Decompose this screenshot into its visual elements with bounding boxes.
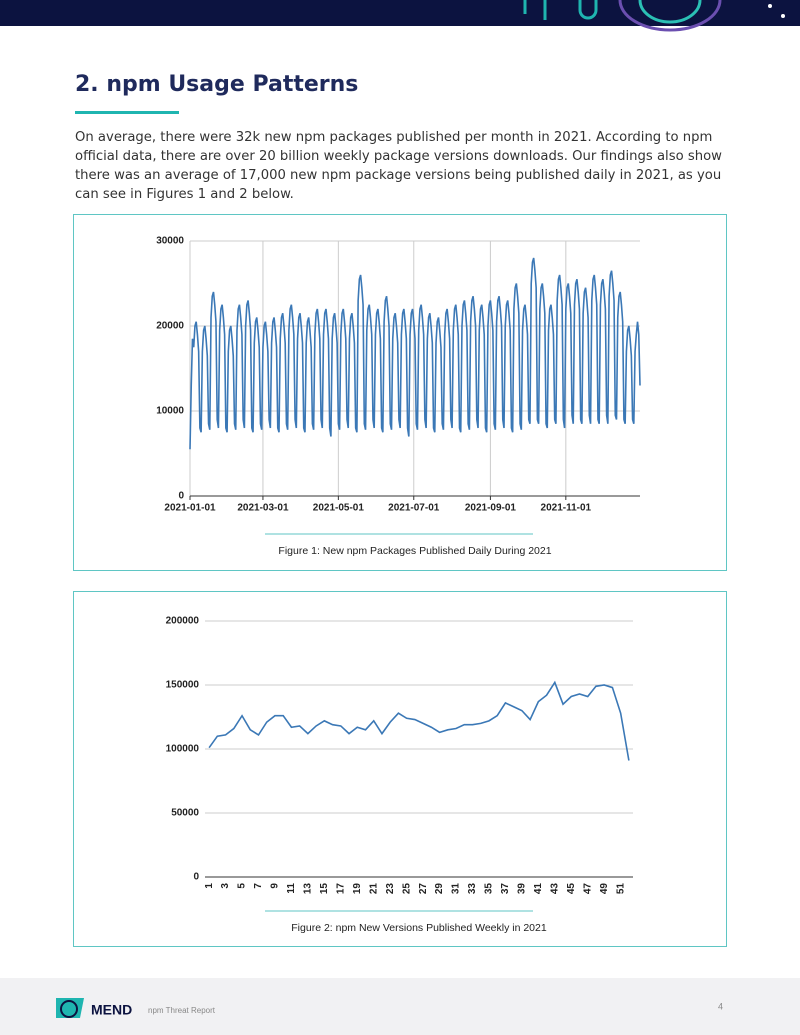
paragraph: On average, there were 32k new npm packa… (75, 130, 722, 202)
footer-brand: MEND (91, 1002, 132, 1018)
x-tick-label: 2021-09-01 (465, 503, 517, 514)
y-tick-label: 10000 (156, 406, 184, 417)
x-tick-label: 31 (451, 883, 462, 895)
y-tick-label: 50000 (171, 808, 199, 819)
figure-caption: Figure 1: New npm Packages Published Dai… (278, 545, 551, 557)
x-tick-label: 37 (500, 883, 511, 895)
y-tick-label: 150000 (166, 680, 200, 691)
x-tick-label: 2021-01-01 (164, 503, 216, 514)
figure-box (73, 591, 727, 947)
x-tick-label: 43 (549, 883, 560, 895)
x-tick-label: 41 (533, 883, 544, 895)
footer-report: npm Threat Report (148, 1006, 216, 1015)
x-tick-label: 13 (303, 883, 314, 895)
x-tick-label: 3 (220, 883, 231, 889)
x-tick-label: 49 (599, 883, 610, 895)
y-tick-label: 30000 (156, 236, 184, 247)
heading-underline (75, 111, 179, 114)
x-tick-label: 2021-05-01 (313, 503, 365, 514)
x-tick-label: 23 (385, 883, 396, 895)
x-tick-label: 35 (484, 883, 495, 895)
x-tick-label: 45 (566, 883, 577, 895)
x-tick-label: 47 (582, 883, 593, 895)
x-tick-label: 39 (517, 883, 528, 895)
banner-dot (781, 14, 785, 18)
page-number: 4 (718, 1001, 723, 1011)
data-line (208, 680, 630, 761)
x-tick-label: 29 (434, 883, 445, 895)
y-tick-label: 0 (178, 491, 184, 502)
x-tick-label: 33 (467, 883, 478, 895)
heading: 2. npm Usage Patterns (75, 72, 359, 97)
x-tick-label: 1 (204, 883, 215, 889)
banner-dot (768, 4, 772, 8)
y-tick-label: 200000 (166, 616, 200, 627)
x-tick-label: 51 (615, 883, 626, 895)
y-tick-label: 20000 (156, 321, 184, 332)
x-tick-label: 5 (237, 883, 248, 889)
x-tick-label: 19 (352, 883, 363, 895)
x-tick-label: 21 (368, 883, 379, 895)
footer-band (0, 978, 800, 1035)
y-tick-label: 0 (193, 872, 199, 883)
x-tick-label: 17 (335, 883, 346, 895)
x-tick-label: 25 (401, 883, 412, 895)
figure-box (73, 214, 727, 571)
x-tick-label: 9 (270, 883, 281, 889)
x-tick-label: 2021-11-01 (541, 503, 592, 514)
x-tick-label: 15 (319, 883, 330, 895)
y-tick-label: 100000 (166, 744, 200, 755)
x-tick-label: 7 (253, 883, 264, 889)
x-tick-label: 11 (286, 883, 297, 894)
figure-caption: Figure 2: npm New Versions Published Wee… (291, 922, 547, 934)
x-tick-label: 2021-03-01 (237, 503, 289, 514)
x-tick-label: 2021-07-01 (388, 503, 440, 514)
banner-decoration (523, 0, 722, 32)
data-line (189, 257, 641, 450)
logo-mark (56, 998, 84, 1018)
x-tick-label: 27 (418, 883, 429, 895)
